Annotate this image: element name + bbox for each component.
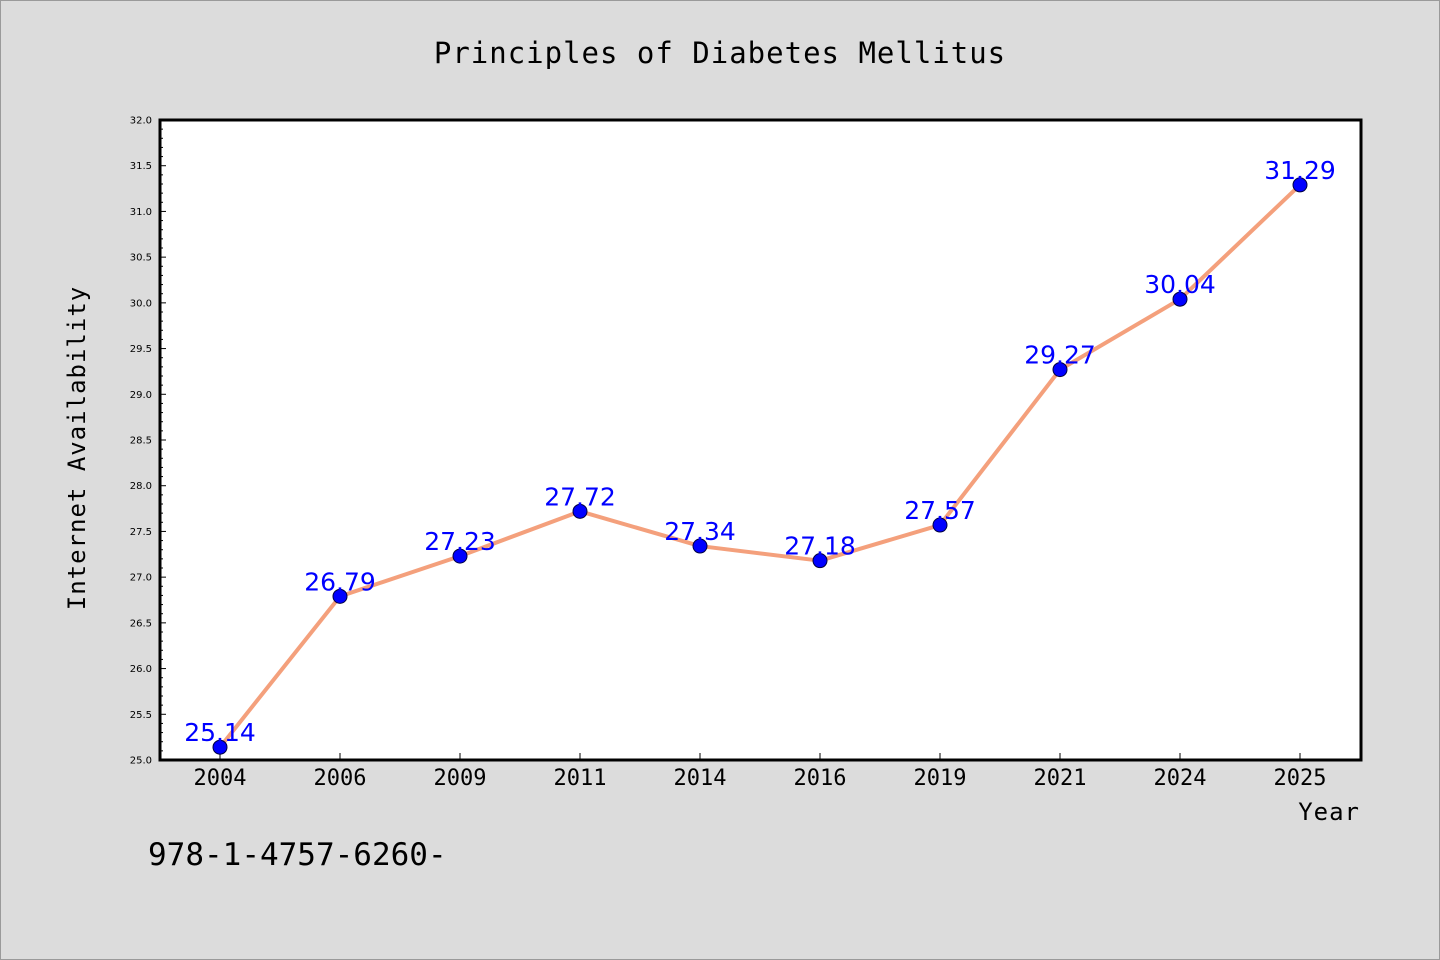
- x-tick-label: 2006: [314, 766, 367, 791]
- isbn-text: 978-1-4757-6260-: [148, 837, 447, 873]
- y-tick-label: 31.5: [130, 161, 152, 172]
- data-point: [1172, 291, 1188, 307]
- y-tick-label: 30.0: [130, 298, 152, 309]
- series-line: [218, 183, 1302, 749]
- x-tick-label: 2016: [794, 766, 847, 791]
- data-point: [452, 548, 468, 564]
- data-label: 27.72: [544, 482, 616, 511]
- data-point: [572, 503, 588, 519]
- data-point: [1052, 362, 1068, 378]
- data-label: 27.57: [904, 496, 976, 525]
- plot-border: [158, 118, 1363, 762]
- x-tick-label: 2019: [914, 766, 967, 791]
- data-label: 26.79: [304, 567, 376, 596]
- y-tick-label: 32.0: [130, 116, 152, 127]
- data-label: 27.18: [784, 532, 856, 561]
- x-tick-label: 2024: [1154, 766, 1207, 791]
- data-markers: [212, 177, 1308, 755]
- y-tick-label: 27.5: [130, 527, 152, 538]
- data-labels: 25.14 26.79 27.23 27.72 27.34 27.18 27.57 29.27…: [184, 156, 1336, 747]
- x-axis-label: Year: [1298, 798, 1360, 826]
- data-label: 31.29: [1264, 156, 1336, 185]
- data-point: [812, 553, 828, 569]
- y-axis-label: Internet Availability: [63, 286, 91, 610]
- y-tick-label: 25.5: [130, 710, 152, 721]
- x-tick-label: 2011: [554, 766, 607, 791]
- data-point: [332, 588, 348, 604]
- data-label: 25.14: [184, 718, 256, 747]
- y-tick-label: 30.5: [130, 253, 152, 264]
- y-tick-label: 29.0: [130, 390, 152, 401]
- data-label: 27.34: [664, 517, 736, 546]
- data-point: [932, 517, 948, 533]
- data-point: [212, 739, 228, 755]
- data-point: [692, 538, 708, 554]
- data-point: [1292, 177, 1308, 193]
- x-axis-ticks: 2004 2006 2009 2011 2014 2016 2019 2021 2024 2025: [194, 753, 1327, 791]
- y-tick-label: 27.0: [130, 573, 152, 584]
- data-label: 30.04: [1144, 270, 1216, 299]
- x-tick-label: 2021: [1034, 766, 1087, 791]
- series-line-group: [218, 183, 1302, 749]
- y-tick-label: 25.0: [130, 756, 152, 767]
- y-tick-label: 29.5: [130, 344, 152, 355]
- y-tick-label: 28.0: [130, 481, 152, 492]
- plot-area: [160, 120, 1361, 760]
- y-tick-label: 26.0: [130, 664, 152, 675]
- data-label: 29.27: [1024, 341, 1096, 370]
- x-tick-label: 2025: [1274, 766, 1327, 791]
- y-tick-label: 28.5: [130, 436, 152, 447]
- x-tick-label: 2014: [674, 766, 727, 791]
- y-tick-label: 26.5: [130, 618, 152, 629]
- y-tick-label: 31.0: [130, 207, 152, 218]
- chart-title: Principles of Diabetes Mellitus: [434, 36, 1006, 70]
- data-label: 27.23: [424, 527, 496, 556]
- x-tick-label: 2004: [194, 766, 247, 791]
- x-tick-label: 2009: [434, 766, 487, 791]
